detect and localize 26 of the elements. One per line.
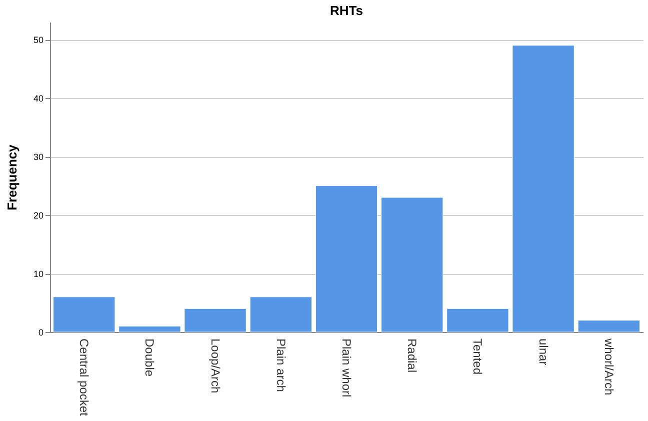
y-tick-label: 50 bbox=[33, 35, 44, 46]
bar bbox=[512, 45, 574, 332]
y-tick-label: 10 bbox=[33, 269, 44, 280]
x-tick-label: ulnar bbox=[536, 338, 550, 366]
y-tick-label: 20 bbox=[33, 210, 44, 221]
x-tick-label: Loop/Arch bbox=[208, 338, 222, 394]
y-tick-label: 0 bbox=[38, 328, 44, 338]
bar bbox=[381, 197, 444, 332]
bar bbox=[53, 296, 116, 332]
y-tick-label: 40 bbox=[33, 94, 44, 104]
y-axis-title: Frequency bbox=[4, 144, 20, 210]
bar bbox=[250, 296, 312, 332]
bar bbox=[315, 186, 378, 332]
bar bbox=[578, 320, 640, 332]
bar bbox=[118, 326, 181, 332]
x-tick-label: Radial bbox=[405, 338, 420, 373]
x-tick-label: Plain whorl bbox=[340, 338, 354, 398]
x-tick-label: Plain arch bbox=[274, 338, 288, 392]
x-tick-label: Central pocket bbox=[77, 338, 92, 417]
x-tick-label: whorl/Arch bbox=[602, 338, 616, 396]
x-tick-label: Double bbox=[142, 338, 157, 377]
y-tick-label: 30 bbox=[33, 152, 44, 162]
x-tick-label: Tented bbox=[470, 338, 485, 375]
chart-title: RHTs bbox=[330, 3, 363, 18]
bar bbox=[184, 308, 246, 332]
bar bbox=[446, 308, 509, 332]
